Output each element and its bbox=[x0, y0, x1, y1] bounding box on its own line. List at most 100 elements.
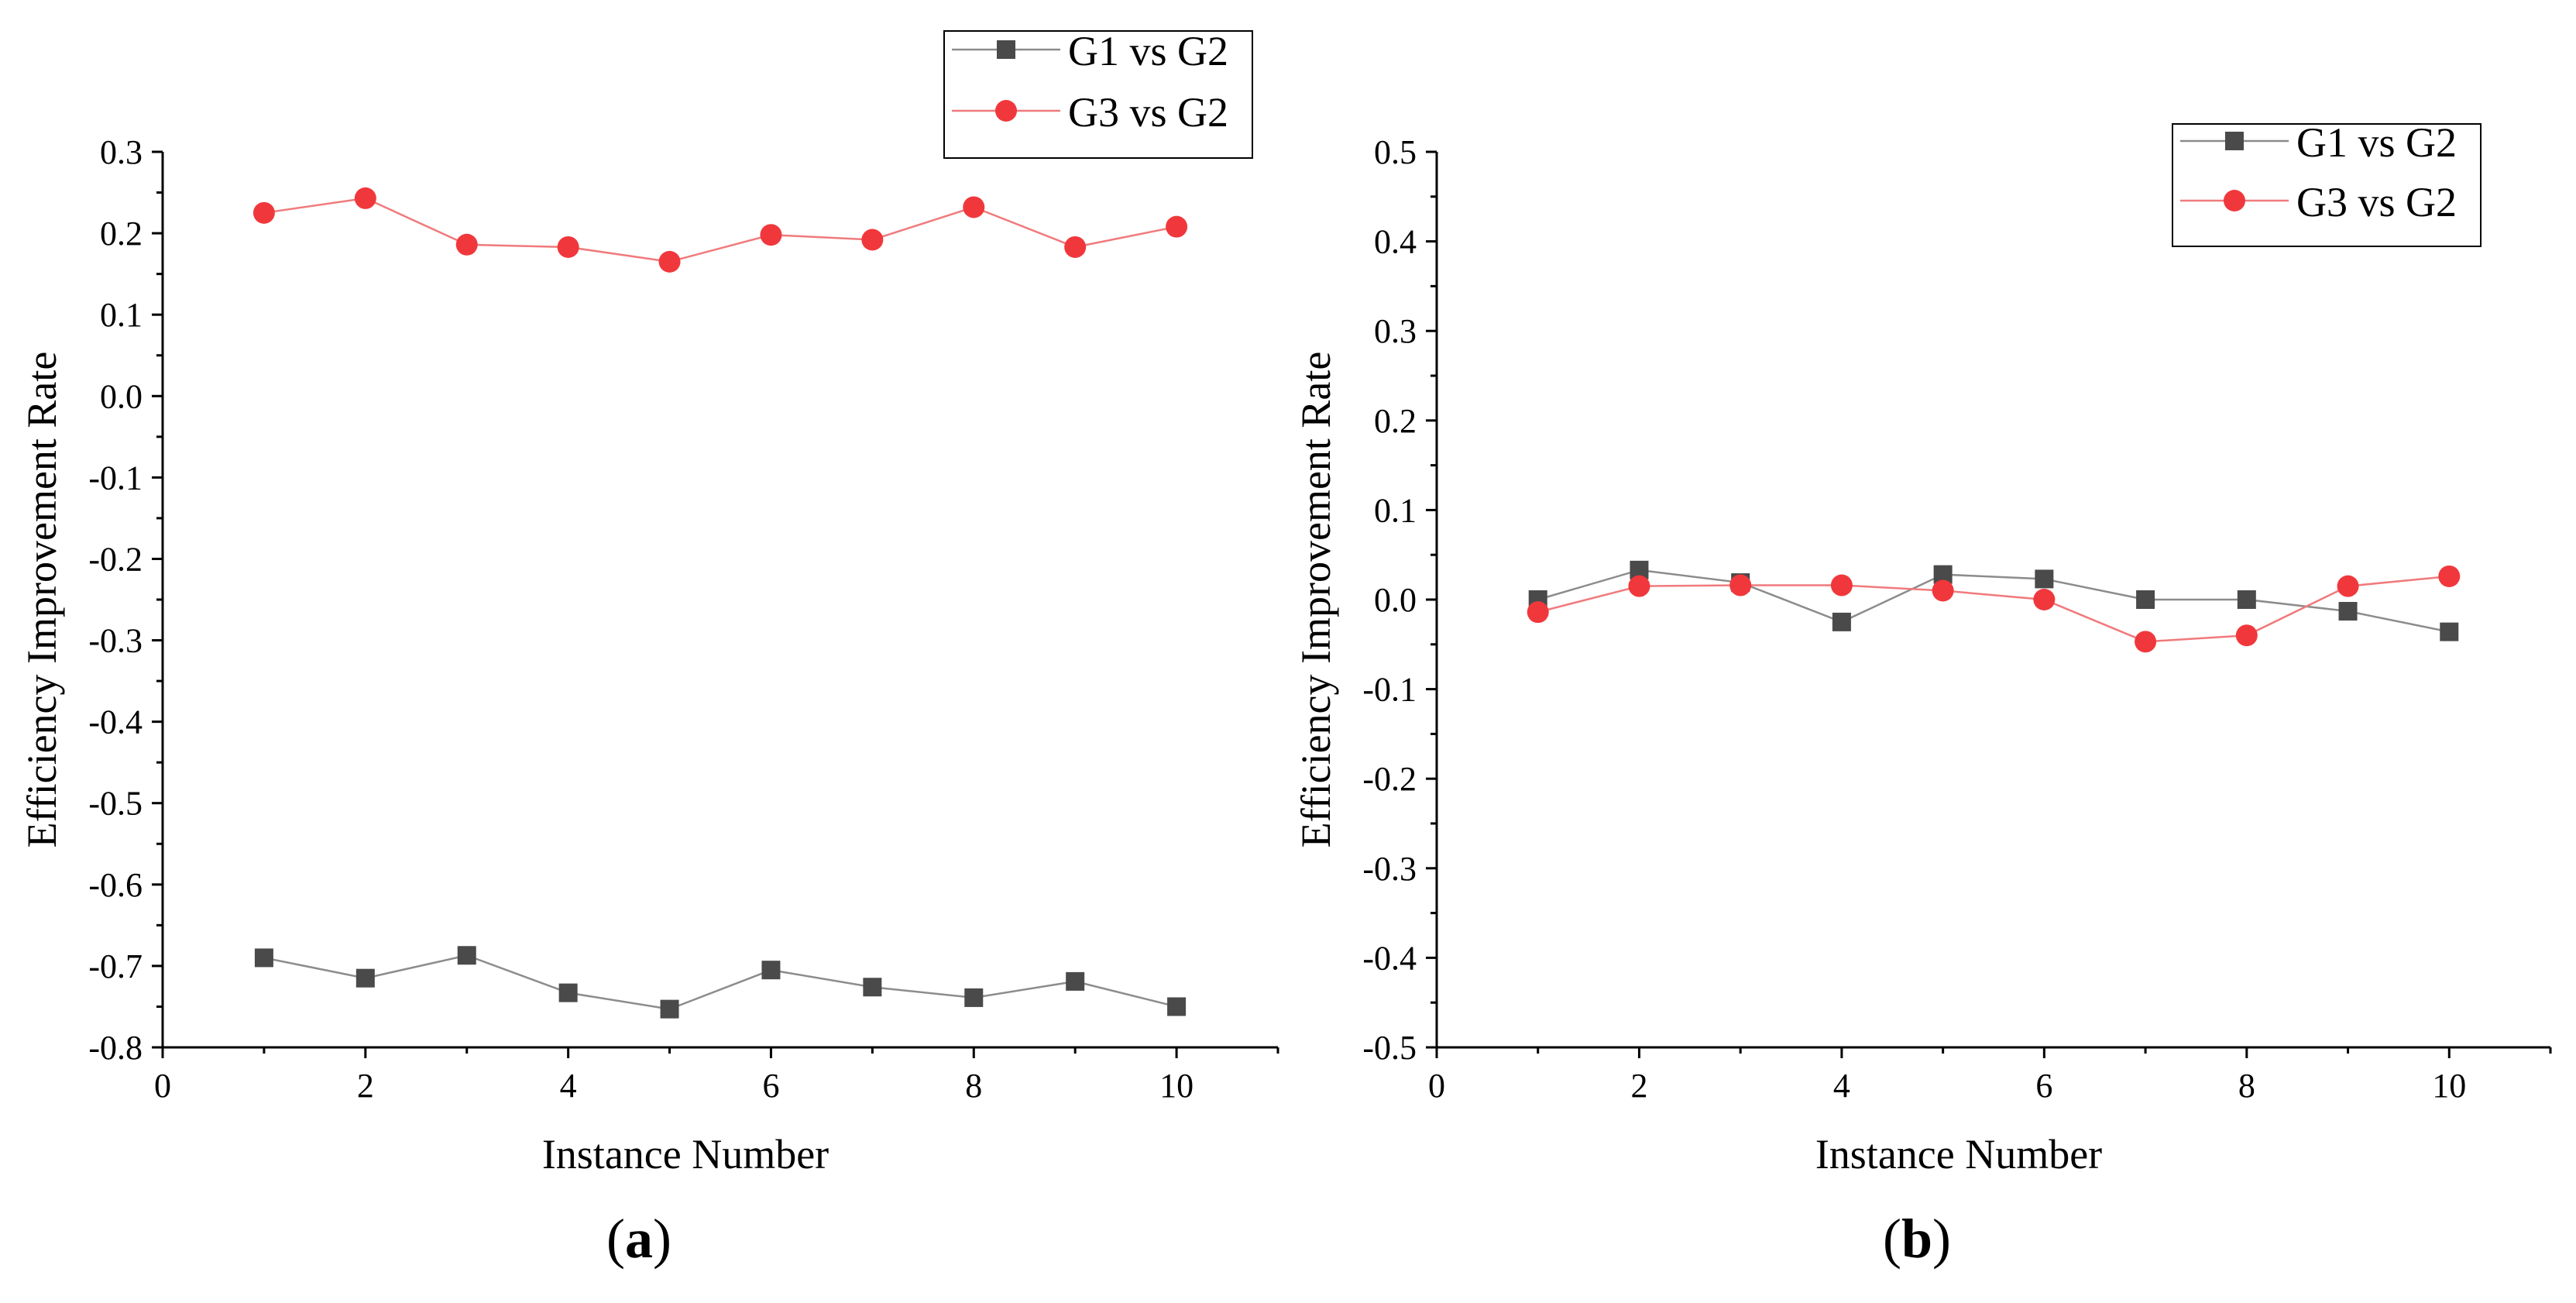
y-tick-label: -0.5 bbox=[88, 785, 143, 823]
data-point-circle bbox=[1729, 574, 1752, 596]
x-axis-title: Instance Number bbox=[1815, 1131, 2102, 1178]
y-axis-title: Efficiency Improvement Rate bbox=[1293, 352, 1339, 848]
x-tick-label: 6 bbox=[2035, 1067, 2052, 1105]
y-tick-label: -0.1 bbox=[88, 459, 143, 497]
data-point-square bbox=[457, 946, 476, 965]
legend-marker-circle bbox=[2224, 190, 2245, 211]
panel-a-chart: 0.3 0.2 0.1 0.0 -0.1 -0.2 -0.3 -0.4 -0.5 -0.6 -0.7… bbox=[19, 28, 1279, 1270]
x-tick-label: 8 bbox=[2238, 1067, 2255, 1105]
data-point-square bbox=[2440, 622, 2459, 641]
legend-label: G1 vs G2 bbox=[2296, 119, 2457, 166]
x-tick-label: 0 bbox=[1428, 1067, 1445, 1105]
x-tick-label: 6 bbox=[762, 1067, 779, 1105]
data-point-circle bbox=[1527, 601, 1549, 624]
x-tick-label: 0 bbox=[154, 1067, 171, 1105]
y-tick-label: 0.1 bbox=[1374, 491, 1417, 529]
series-g1-vs-g2 bbox=[254, 946, 1187, 1019]
panel-label-close: ) bbox=[1932, 1208, 1951, 1270]
panel-label-letter: a bbox=[625, 1208, 653, 1270]
data-point-square bbox=[863, 978, 882, 997]
data-point-circle bbox=[760, 224, 782, 246]
legend-marker-square bbox=[997, 40, 1015, 59]
y-tick-label: -0.5 bbox=[1362, 1029, 1417, 1067]
data-point-square bbox=[2136, 590, 2155, 609]
y-tick-label: 0.5 bbox=[1374, 133, 1417, 171]
y-tick-label: 0.0 bbox=[100, 377, 143, 415]
data-point-square bbox=[1167, 997, 1187, 1016]
data-point-circle bbox=[557, 236, 579, 258]
data-point-square bbox=[2035, 569, 2054, 589]
y-tick-label: -0.1 bbox=[1362, 671, 1417, 709]
panel-label-close: ) bbox=[653, 1208, 671, 1270]
y-tick-label: -0.6 bbox=[88, 866, 143, 904]
data-point-square bbox=[660, 999, 679, 1019]
data-point-circle bbox=[2135, 631, 2157, 653]
y-tick-label: -0.2 bbox=[1362, 760, 1417, 798]
y-tick-label: -0.4 bbox=[1362, 939, 1417, 977]
x-tick-label: 4 bbox=[1833, 1067, 1850, 1105]
y-tick-label: -0.3 bbox=[1362, 850, 1417, 888]
data-point-square bbox=[964, 988, 984, 1007]
panel-label-letter: b bbox=[1901, 1208, 1932, 1270]
panel-label-open: ( bbox=[1883, 1208, 1901, 1270]
y-tick-label: -0.8 bbox=[88, 1029, 143, 1067]
x-tick-label: 8 bbox=[965, 1067, 982, 1105]
legend-box bbox=[943, 30, 1253, 159]
series-g3-vs-g2 bbox=[252, 187, 1188, 273]
y-tick-label: 0.3 bbox=[1374, 312, 1417, 350]
data-point-square bbox=[558, 983, 578, 1002]
panel-label: (a) bbox=[606, 1208, 671, 1270]
legend-marker-square bbox=[2225, 132, 2244, 150]
data-point-circle bbox=[455, 233, 478, 256]
data-point-circle bbox=[2235, 624, 2258, 647]
y-tick-label: 0.1 bbox=[100, 296, 143, 334]
x-tick-label: 4 bbox=[560, 1067, 577, 1105]
data-point-circle bbox=[1166, 215, 1188, 238]
data-point-circle bbox=[963, 196, 985, 218]
legend-box bbox=[2172, 123, 2482, 247]
data-point-square bbox=[1832, 612, 1851, 631]
series-g3-vs-g2 bbox=[1527, 565, 2461, 653]
data-point-circle bbox=[2438, 565, 2461, 587]
data-point-square bbox=[761, 961, 781, 980]
legend-label: G3 vs G2 bbox=[2296, 179, 2457, 225]
y-tick-label: 0.4 bbox=[1374, 223, 1417, 261]
y-tick-label: -0.4 bbox=[88, 703, 143, 741]
data-point-circle bbox=[861, 229, 884, 251]
y-tick-label: -0.3 bbox=[88, 622, 143, 660]
y-tick-label: -0.2 bbox=[88, 540, 143, 578]
data-point-square bbox=[355, 968, 375, 988]
data-point-square bbox=[254, 948, 273, 968]
panel-label: (b) bbox=[1883, 1208, 1951, 1270]
y-tick-label: -0.7 bbox=[88, 947, 143, 985]
data-point-circle bbox=[658, 250, 681, 273]
data-point-circle bbox=[2337, 575, 2359, 597]
data-point-circle bbox=[1064, 236, 1087, 258]
legend: G1 vs G2 G3 vs G2 bbox=[943, 28, 1253, 159]
data-point-circle bbox=[1830, 574, 1853, 596]
series-line bbox=[1537, 575, 2450, 643]
x-tick-label: 2 bbox=[357, 1067, 374, 1105]
x-tick-label: 2 bbox=[1630, 1067, 1647, 1105]
x-tick-label: 10 bbox=[2432, 1067, 2466, 1105]
y-axis-title: Efficiency Improvement Rate bbox=[19, 352, 65, 848]
legend-marker-circle bbox=[995, 100, 1017, 122]
data-point-circle bbox=[2033, 589, 2056, 610]
x-tick-label: 10 bbox=[1159, 1067, 1194, 1105]
panel-b-chart: 0.5 0.4 0.3 0.2 0.1 0.0 -0.1 -0.2 -0.3 -0.4 -0.5 0 2… bbox=[1293, 119, 2552, 1270]
series-line bbox=[263, 954, 1177, 1010]
y-tick-label: 0.0 bbox=[1374, 581, 1417, 619]
panel-label-open: ( bbox=[606, 1208, 625, 1270]
legend: G1 vs G2 G3 vs G2 bbox=[2172, 119, 2482, 247]
legend-label: G1 vs G2 bbox=[1068, 28, 1228, 74]
legend-label: G3 vs G2 bbox=[1068, 89, 1228, 136]
data-point-circle bbox=[1628, 575, 1650, 597]
y-tick-label: 0.2 bbox=[1374, 402, 1417, 440]
x-axis-title: Instance Number bbox=[542, 1131, 829, 1178]
data-point-circle bbox=[354, 187, 376, 209]
series-line bbox=[1537, 569, 2450, 633]
y-tick-label: 0.2 bbox=[100, 215, 143, 253]
data-point-square bbox=[2338, 602, 2358, 621]
data-point-circle bbox=[1932, 579, 1954, 602]
